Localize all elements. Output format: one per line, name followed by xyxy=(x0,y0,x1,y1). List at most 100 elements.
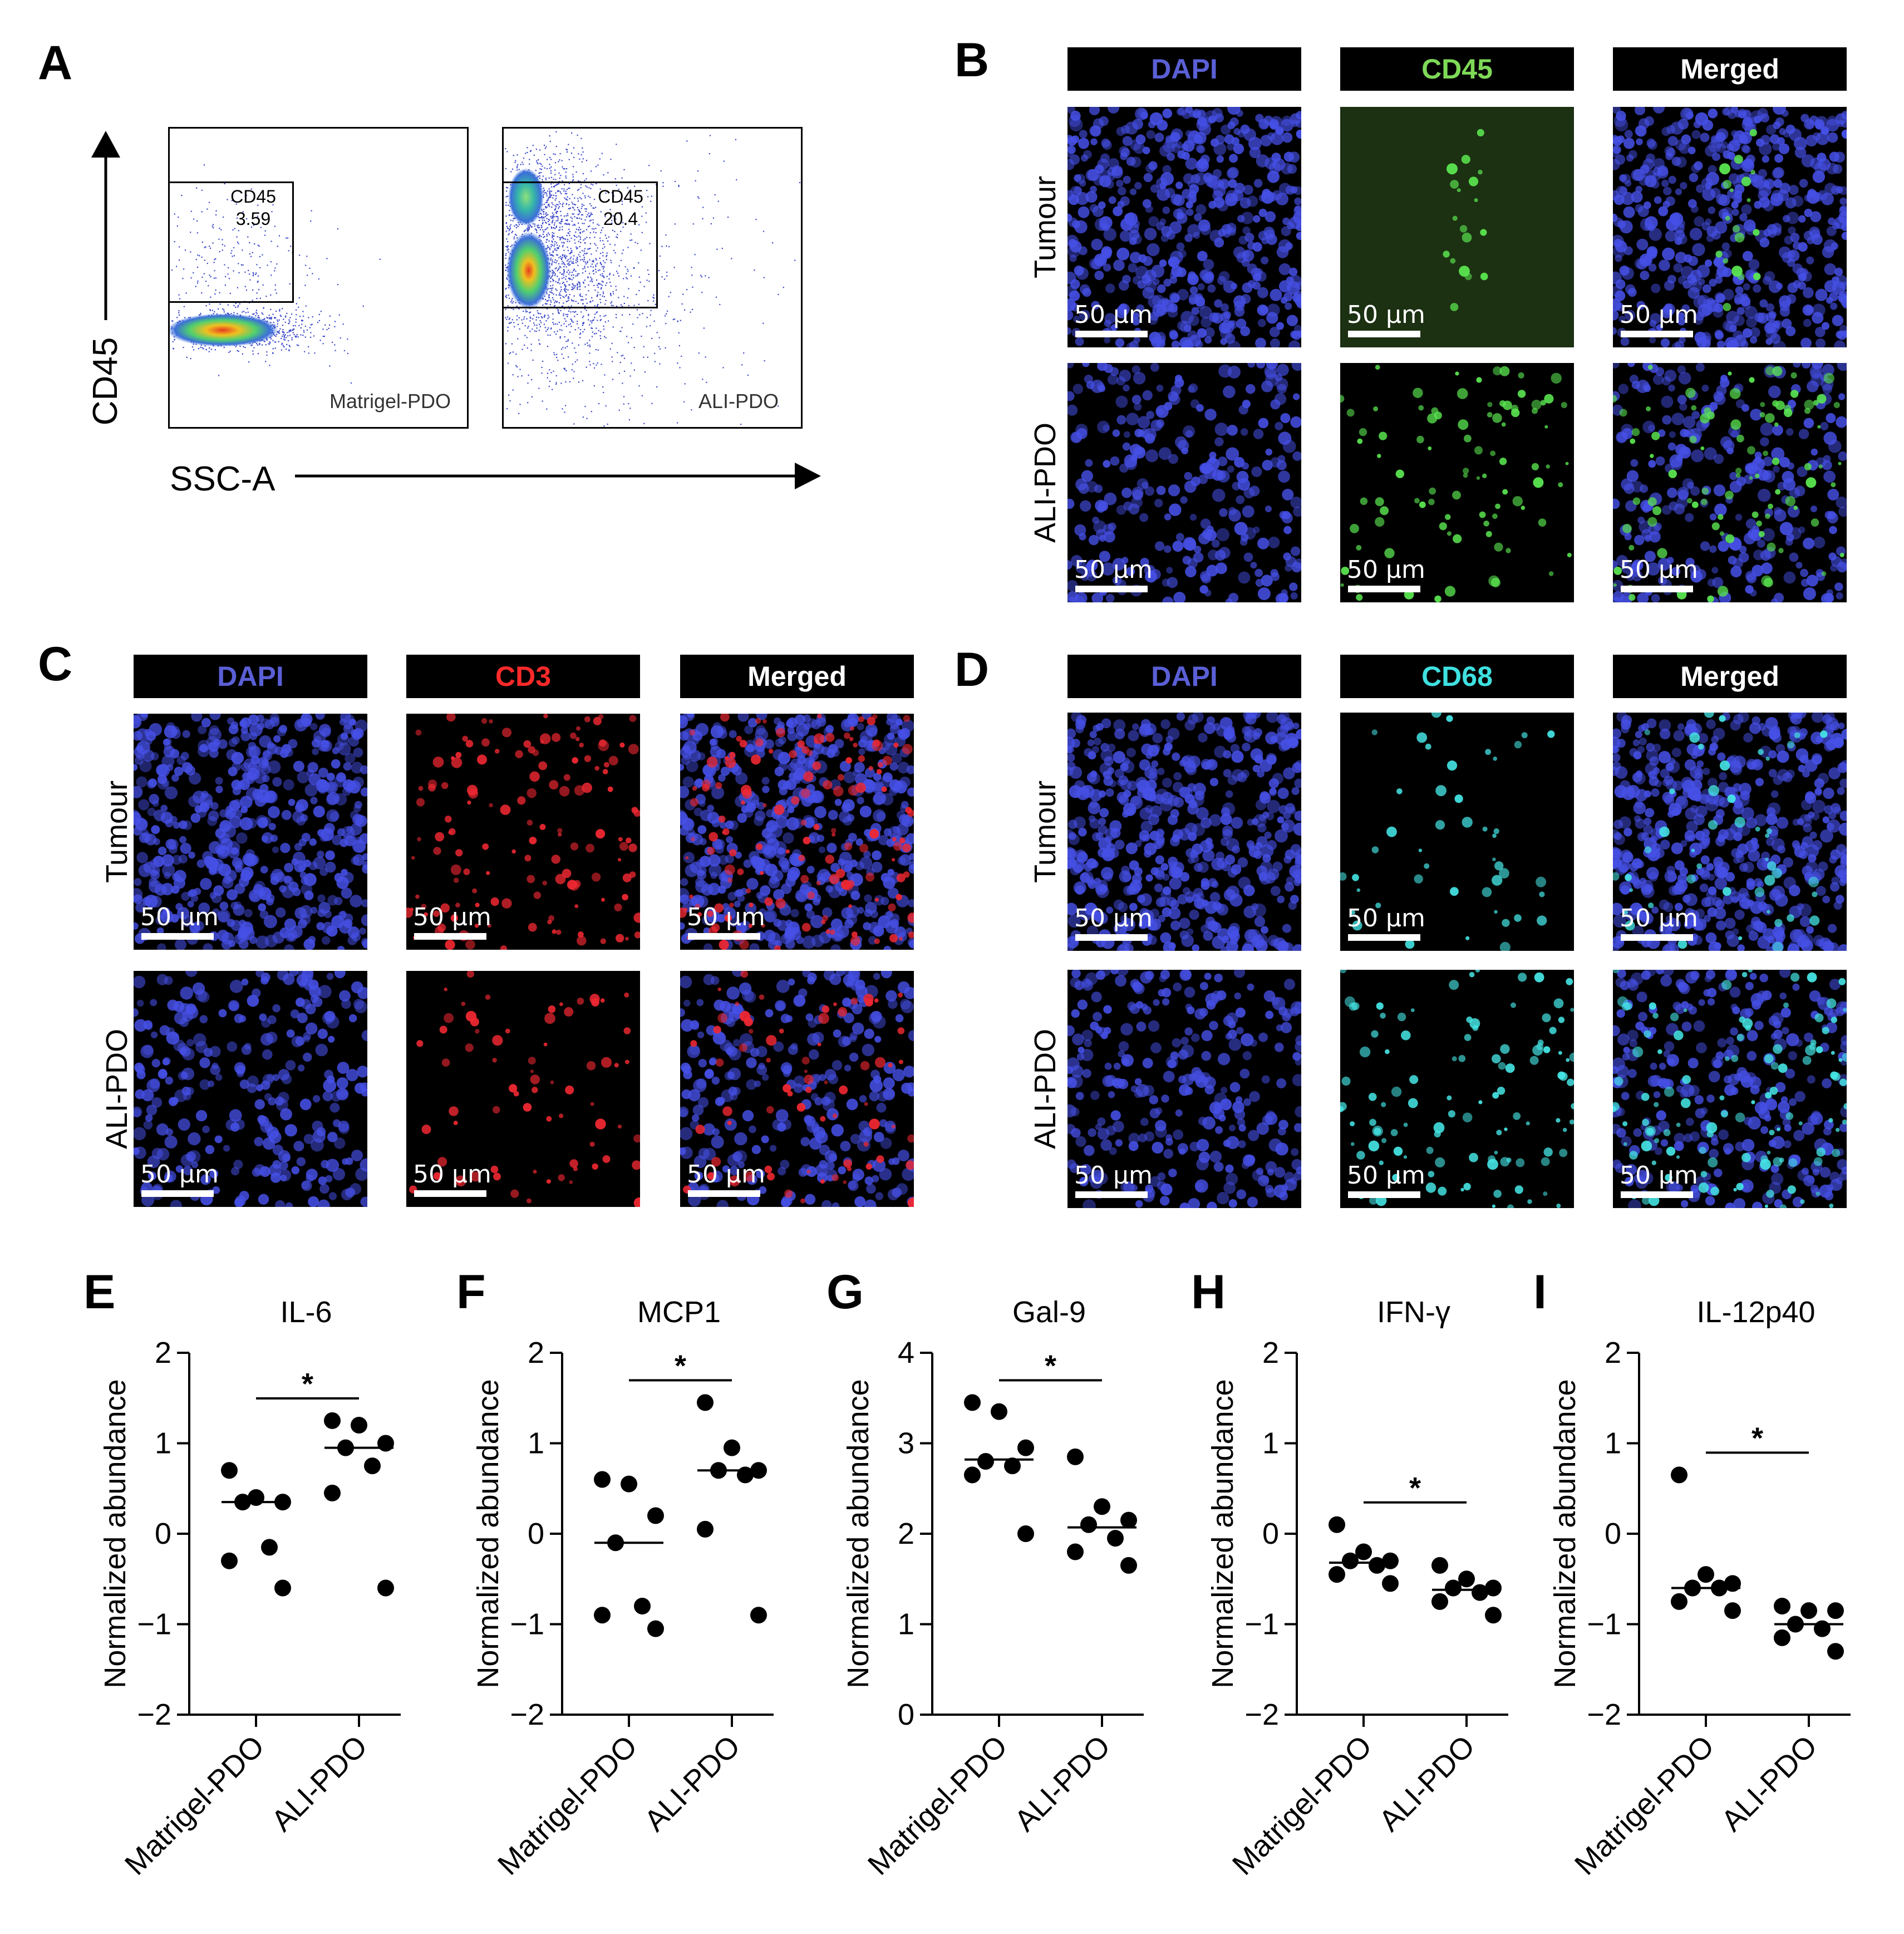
scale-bar xyxy=(1621,586,1693,592)
flow-plot-ali xyxy=(502,127,803,429)
data-point xyxy=(1329,1566,1345,1583)
y-tick-label: −1 xyxy=(510,1608,544,1641)
y-tick-label: 4 xyxy=(898,1336,914,1369)
data-point xyxy=(1067,1448,1084,1465)
scale-bar-label: 50 µm xyxy=(140,1160,219,1189)
significance-star: * xyxy=(675,1349,686,1382)
micrograph-merged-cd68: 50 µm xyxy=(1613,970,1847,1208)
data-point xyxy=(634,1598,651,1614)
data-point xyxy=(1067,1543,1084,1560)
data-point xyxy=(1342,1552,1359,1569)
data-point xyxy=(594,1607,611,1624)
header-merged: Merged xyxy=(1613,655,1847,698)
header-dapi: DAPI xyxy=(134,655,367,698)
micrograph-image xyxy=(134,971,367,1207)
chart-i: I IL-12p40 Normalized abundance 2 1 0 −1 −2 Matr… xyxy=(1517,1265,1884,1923)
micrograph-image xyxy=(409,971,640,1207)
header-cd45: CD45 xyxy=(1340,47,1574,91)
gate-label: CD45 xyxy=(230,186,276,207)
data-point xyxy=(697,1520,714,1538)
data-point xyxy=(1671,1466,1687,1484)
data-point xyxy=(647,1620,664,1637)
scale-bar xyxy=(1621,934,1693,941)
gate-cd45-matrigel xyxy=(168,181,294,303)
y-tick-label: 0 xyxy=(1605,1517,1621,1550)
data-point xyxy=(1080,1516,1097,1533)
data-point xyxy=(750,1607,767,1624)
scale-bar xyxy=(1348,586,1420,592)
data-point xyxy=(221,1552,238,1569)
scale-bar-label: 50 µm xyxy=(1620,556,1698,584)
scale-bar xyxy=(141,1190,214,1197)
chart-title: MCP1 xyxy=(637,1295,721,1329)
micrograph-dapi: 50 µm xyxy=(134,714,367,950)
micrograph-dapi: 50 µm xyxy=(1067,970,1301,1208)
data-point xyxy=(1472,1584,1488,1601)
micrograph-dapi: 50 µm xyxy=(1067,713,1301,951)
micrograph-merged-cd3: 50 µm xyxy=(680,971,914,1207)
header-cd3: CD3 xyxy=(406,655,640,698)
row-label-tumour: Tumour xyxy=(100,780,134,883)
micrograph-dapi: 50 µm xyxy=(1067,363,1301,602)
y-tick-label: −1 xyxy=(1587,1608,1621,1641)
x-tick-label: ALI-PDO xyxy=(638,1729,746,1838)
data-point xyxy=(1724,1602,1741,1619)
flow-plot-matrigel xyxy=(168,127,469,429)
flow-x-axis-label: SSC-A xyxy=(170,460,275,498)
chart-svg: G Gal-9 Normalized abundance 4 3 2 1 0Matrigel-… xyxy=(826,1265,1144,1882)
y-tick-label: −1 xyxy=(1244,1608,1279,1641)
flow-sample-matrigel: Matrigel-PDO xyxy=(329,390,451,413)
data-point xyxy=(1107,1530,1124,1547)
micrograph-dapi: 50 µm xyxy=(1067,107,1301,347)
x-tick-label: Matrigel-PDO xyxy=(1568,1729,1721,1882)
chart-title: IL-6 xyxy=(280,1295,332,1329)
micrograph-cd3: 50 µm xyxy=(406,714,640,950)
data-point xyxy=(1329,1516,1345,1533)
y-tick-label: 1 xyxy=(528,1427,544,1460)
chart-svg: I IL-12p40 Normalized abundance 2 1 0 −1 −2Matr… xyxy=(1533,1265,1851,1882)
chart-title: IFN-γ xyxy=(1377,1295,1450,1329)
data-point xyxy=(261,1539,278,1556)
x-tick-label: ALI-PDO xyxy=(1372,1729,1481,1838)
y-tick-label: 2 xyxy=(1262,1336,1279,1369)
data-point xyxy=(991,1403,1007,1420)
scale-bar-label: 50 µm xyxy=(1620,1161,1698,1190)
y-tick-label: 1 xyxy=(898,1608,914,1641)
data-point xyxy=(1120,1511,1137,1529)
scale-bar xyxy=(414,1190,486,1197)
data-point xyxy=(1382,1552,1399,1569)
x-tick-label: Matrigel-PDO xyxy=(1226,1729,1379,1882)
gate-text-ali: CD45 20.4 xyxy=(590,185,651,230)
data-point xyxy=(621,1475,637,1493)
data-point xyxy=(1485,1607,1502,1624)
x-tick-label: Matrigel-PDO xyxy=(862,1729,1014,1882)
data-point xyxy=(1431,1557,1448,1574)
data-point xyxy=(1445,1579,1462,1597)
micrograph-merged-cd3: 50 µm xyxy=(680,714,914,950)
row-label-tumour: Tumour xyxy=(1029,175,1062,279)
micrograph-cd3: 50 µm xyxy=(406,971,640,1207)
scale-bar xyxy=(141,933,214,940)
x-tick-label: ALI-PDO xyxy=(265,1729,373,1838)
micrograph-cd45: 50 µm xyxy=(1340,107,1574,347)
y-tick-label: 3 xyxy=(898,1427,914,1460)
scale-bar xyxy=(1621,1191,1693,1198)
y-tick-label: 2 xyxy=(155,1336,171,1369)
micrograph-image xyxy=(134,714,367,950)
scale-bar-label: 50 µm xyxy=(1074,1161,1153,1190)
scale-bar xyxy=(414,933,486,940)
chart-h: H IFN-γ Normalized abundance 2 1 0 −1 −2 Matrige… xyxy=(1174,1265,1542,1923)
y-axis-label: Normalized abundance xyxy=(99,1379,132,1688)
data-point xyxy=(377,1435,394,1452)
chart-f: F MCP1 Normalized abundance 2 1 0 −1 −2 Matrigel… xyxy=(440,1265,807,1923)
micrograph-dapi: 50 µm xyxy=(134,971,367,1207)
header-cd68: CD68 xyxy=(1340,655,1574,698)
header-merged: Merged xyxy=(680,655,914,698)
scale-bar-label: 50 µm xyxy=(687,903,765,931)
y-tick-label: 0 xyxy=(1262,1517,1279,1550)
data-point xyxy=(1120,1557,1137,1574)
data-point xyxy=(1004,1457,1021,1475)
micrograph-cd68: 50 µm xyxy=(1340,970,1574,1208)
significance-star: * xyxy=(1409,1471,1421,1505)
panel-label: E xyxy=(83,1265,115,1319)
